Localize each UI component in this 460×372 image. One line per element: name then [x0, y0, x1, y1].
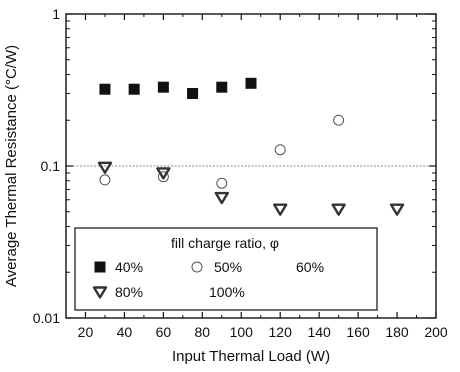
legend-items: 40% 50% 60% 80% 100%	[92, 259, 324, 300]
point-50pct	[274, 144, 286, 156]
data-points	[97, 77, 405, 216]
y-tick-label: 1	[52, 6, 60, 22]
legend-marker-40pct	[94, 261, 106, 273]
x-tick-label: 20	[78, 324, 94, 340]
legend-label-80pct: 80%	[115, 284, 143, 300]
x-tick-label: 160	[346, 324, 370, 340]
legend-marker-50pct	[191, 261, 203, 273]
point-40pct	[245, 77, 257, 89]
x-tick-label: 80	[195, 324, 211, 340]
point-80pct	[273, 203, 288, 216]
point-50pct	[99, 174, 111, 186]
point-80pct	[389, 203, 405, 216]
legend-box	[74, 227, 378, 311]
point-40pct	[157, 81, 169, 93]
point-80pct	[214, 191, 229, 205]
legend-label-100pct: 100%	[209, 284, 245, 300]
y-tick-label: 0.1	[41, 158, 61, 174]
point-40pct	[99, 83, 111, 95]
legend-label-50pct: 50%	[214, 259, 242, 275]
legend: fill charge ratio, φ 40% 50% 60% 80% 100%	[74, 227, 378, 311]
x-tick-label: 120	[269, 324, 293, 340]
point-80pct	[97, 161, 113, 174]
axis-ticks: 20 40 60 80 100 120 140 160 180 200 0.01 0.1 1	[33, 6, 448, 340]
point-50pct	[333, 114, 345, 126]
point-40pct	[128, 83, 140, 95]
point-40pct	[187, 87, 199, 99]
legend-label-60pct: 60%	[296, 259, 324, 275]
point-80pct	[331, 203, 346, 216]
legend-marker-80pct	[92, 286, 108, 299]
x-tick-label: 200	[424, 324, 448, 340]
point-40pct	[216, 81, 228, 93]
y-tick-label: 0.01	[33, 310, 60, 326]
x-tick-label: 60	[156, 324, 172, 340]
x-tick-label: 180	[385, 324, 409, 340]
point-50pct	[216, 177, 228, 189]
point-50pct	[157, 171, 169, 183]
x-tick-label: 100	[230, 324, 254, 340]
legend-title: fill charge ratio, φ	[171, 235, 279, 251]
legend-label-40pct: 40%	[115, 259, 143, 275]
point-80pct	[156, 167, 171, 180]
x-tick-label: 140	[307, 324, 331, 340]
y-axis-label: Average Thermal Resistance (°C/W)	[3, 45, 20, 287]
x-axis-label: Input Thermal Load (W)	[172, 348, 330, 365]
x-tick-label: 40	[117, 324, 133, 340]
